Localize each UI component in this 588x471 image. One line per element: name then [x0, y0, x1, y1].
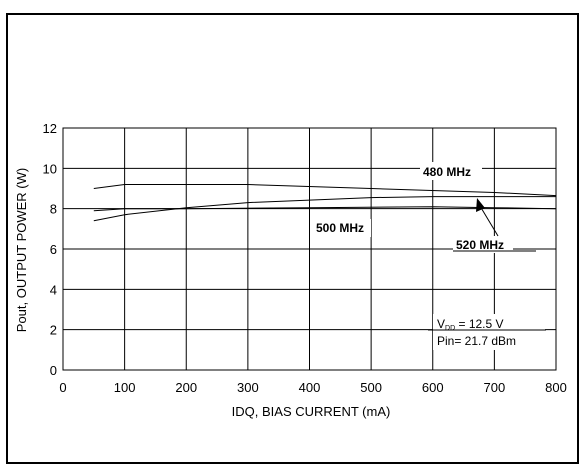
y-axis-label: Pout, OUTPUT POWER (W) [14, 168, 29, 332]
annotation-480-bg [420, 162, 482, 180]
series-line-500-mhz [93, 196, 556, 222]
annotation-520-arrowhead [476, 198, 485, 212]
series-line-480-mhz [93, 184, 557, 197]
y-tick-label: 0 [50, 363, 57, 378]
x-tick-label: 100 [114, 380, 136, 395]
annotation-480-mhz: 480 MHz [423, 165, 471, 179]
y-tick-labels: 0 2 4 6 8 10 12 [43, 121, 57, 378]
x-axis-label: IDQ, BIAS CURRENT (mA) [232, 404, 391, 419]
vdd-label: VDD = 12.5 V [437, 317, 504, 332]
y-tick-label: 12 [43, 121, 57, 136]
conditions-box-bg [433, 314, 545, 350]
x-tick-label: 400 [299, 380, 321, 395]
x-tick-label: 500 [360, 380, 382, 395]
y-tick-label: 6 [50, 242, 57, 257]
y-tick-label: 8 [50, 202, 57, 217]
annotation-500-bg [313, 219, 371, 237]
pin-label: Pin= 21.7 dBm [437, 334, 516, 348]
series-lines [93, 184, 557, 222]
x-tick-labels: 0 100 200 300 400 500 600 700 800 [59, 380, 566, 395]
annotation-520-bg [453, 236, 513, 253]
annotation-520-mhz: 520 MHz [456, 238, 504, 252]
x-tick-label: 700 [484, 380, 506, 395]
vdd-label-sub: DD [445, 325, 455, 332]
x-tick-label: 200 [175, 380, 197, 395]
x-tick-label: 0 [59, 380, 66, 395]
series-line-520-mhz [93, 206, 557, 212]
y-tick-label: 10 [43, 161, 57, 176]
vdd-label-main: V [437, 317, 445, 331]
vdd-label-value: = 12.5 V [455, 317, 503, 331]
y-tick-label: 2 [50, 323, 57, 338]
annotation-520-leader [479, 205, 499, 237]
x-tick-label: 300 [237, 380, 259, 395]
y-tick-label: 4 [50, 282, 57, 297]
x-tick-label: 800 [545, 380, 567, 395]
x-tick-label: 600 [422, 380, 444, 395]
annotation-500-mhz: 500 MHz [316, 221, 364, 235]
figure-frame [6, 13, 579, 464]
